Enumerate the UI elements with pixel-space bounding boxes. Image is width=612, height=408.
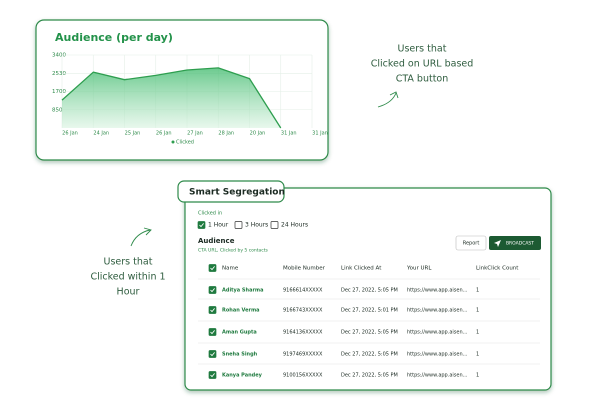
column-header: Your URL bbox=[406, 266, 432, 272]
y-tick-label: 3400 bbox=[52, 53, 66, 59]
column-header: Name bbox=[222, 266, 239, 272]
report-label[interactable]: Report bbox=[463, 241, 480, 247]
contact-name: Rohan Verma bbox=[222, 308, 260, 314]
x-tick-label: 24 Jan bbox=[93, 131, 109, 137]
filter-option[interactable]: 3 Hours bbox=[245, 222, 268, 229]
legend-swatch bbox=[171, 140, 175, 144]
checkmark bbox=[210, 288, 215, 293]
cell: Dec 27, 2022, 5:05 PM bbox=[341, 288, 398, 294]
report-button[interactable] bbox=[455, 235, 487, 251]
annotation: Users that bbox=[104, 257, 153, 268]
cell: 9100156XXXXX bbox=[283, 373, 323, 379]
checkmark bbox=[210, 330, 215, 335]
cell: Dec 27, 2022, 5:05 PM bbox=[341, 330, 398, 336]
annotation: Users that bbox=[398, 44, 447, 55]
cell: https://www.app.aisen... bbox=[407, 330, 468, 336]
segregation-tab bbox=[177, 180, 285, 203]
checkbox[interactable] bbox=[234, 221, 243, 229]
broadcast-label[interactable]: BROADCAST bbox=[506, 241, 534, 247]
audience-subtitle: CTA URL, Clicked by 5 contacts bbox=[198, 248, 269, 254]
x-tick-label: 31 Jan bbox=[281, 131, 297, 137]
x-tick-label: 28 Jan bbox=[218, 131, 234, 137]
y-tick-label: 1700 bbox=[52, 89, 66, 95]
checkbox[interactable] bbox=[270, 221, 279, 229]
filter-option[interactable]: 1 Hour bbox=[208, 222, 229, 229]
checkbox[interactable] bbox=[208, 350, 217, 358]
x-tick-label: 25 Jan bbox=[125, 131, 141, 137]
column-header: Mobile Number bbox=[283, 266, 326, 272]
broadcast-button[interactable] bbox=[489, 236, 541, 250]
cell: 9164136XXXXX bbox=[283, 330, 323, 336]
contact-name: Kanya Pandey bbox=[222, 373, 263, 379]
checkmark bbox=[210, 308, 215, 313]
cell: 9166743XXXXX bbox=[283, 308, 323, 314]
column-header: Link Clicked At bbox=[341, 266, 382, 272]
annotation: Clicked within 1 bbox=[90, 272, 165, 283]
cell: https://www.app.aisen... bbox=[407, 308, 468, 314]
cell: 1 bbox=[476, 352, 479, 358]
annotation: Hour bbox=[117, 287, 140, 298]
checkbox[interactable] bbox=[208, 306, 217, 314]
cell: https://www.app.aisen... bbox=[407, 352, 468, 358]
cell: Dec 27, 2022, 5:01 PM bbox=[341, 308, 398, 314]
x-tick-label: 20 Jan bbox=[250, 131, 266, 137]
cell: 1 bbox=[476, 308, 479, 314]
cell: 9197469XXXXX bbox=[283, 352, 323, 358]
x-tick-label: 26 Jan bbox=[156, 131, 172, 137]
x-tick-label: 31 Jan bbox=[312, 131, 328, 137]
arrow bbox=[377, 91, 399, 108]
cell: 1 bbox=[476, 288, 479, 294]
cell: https://www.app.aisen... bbox=[407, 373, 468, 379]
segregation-title: Smart Segregation bbox=[189, 188, 285, 198]
checkmark bbox=[210, 266, 215, 271]
checkbox[interactable] bbox=[208, 286, 217, 294]
contact-name: Aman Gupta bbox=[222, 330, 257, 336]
x-tick-label: 26 Jan bbox=[62, 131, 78, 137]
filter-option[interactable]: 24 Hours bbox=[281, 222, 308, 229]
cell: 9166614XXXXX bbox=[283, 288, 323, 294]
checkbox[interactable] bbox=[197, 221, 206, 229]
cell: 1 bbox=[476, 373, 479, 379]
line bbox=[61, 67, 282, 129]
cell: Dec 27, 2022, 5:05 PM bbox=[341, 352, 398, 358]
annotation: Clicked on URL based bbox=[371, 59, 474, 70]
checkmark bbox=[210, 373, 215, 378]
y-tick-label: 2530 bbox=[52, 71, 66, 77]
checkmark bbox=[199, 223, 204, 228]
y-tick-label: 850 bbox=[52, 107, 63, 113]
contact-name: Sneha Singh bbox=[222, 352, 258, 358]
filter-label: Clicked in bbox=[198, 211, 222, 217]
cell: 1 bbox=[476, 330, 479, 336]
cell: Dec 27, 2022, 5:05 PM bbox=[341, 373, 398, 379]
checkmark bbox=[210, 352, 215, 357]
checkbox[interactable] bbox=[208, 264, 217, 272]
checkbox[interactable] bbox=[208, 328, 217, 336]
x-tick-label: 27 Jan bbox=[187, 131, 203, 137]
audience-title: Audience bbox=[198, 237, 235, 245]
column-header: LinkClick Count bbox=[476, 266, 519, 272]
legend-label: Clicked bbox=[176, 140, 194, 146]
send-icon bbox=[494, 240, 501, 247]
annotation: CTA button bbox=[396, 74, 449, 85]
checkbox[interactable] bbox=[208, 371, 217, 379]
arrow bbox=[130, 227, 152, 247]
chart-title: Audience (per day) bbox=[55, 31, 173, 44]
contact-name: Aditya Sharma bbox=[222, 288, 264, 294]
area bbox=[62, 67, 281, 128]
cell: https://www.app.aisen... bbox=[407, 288, 468, 294]
